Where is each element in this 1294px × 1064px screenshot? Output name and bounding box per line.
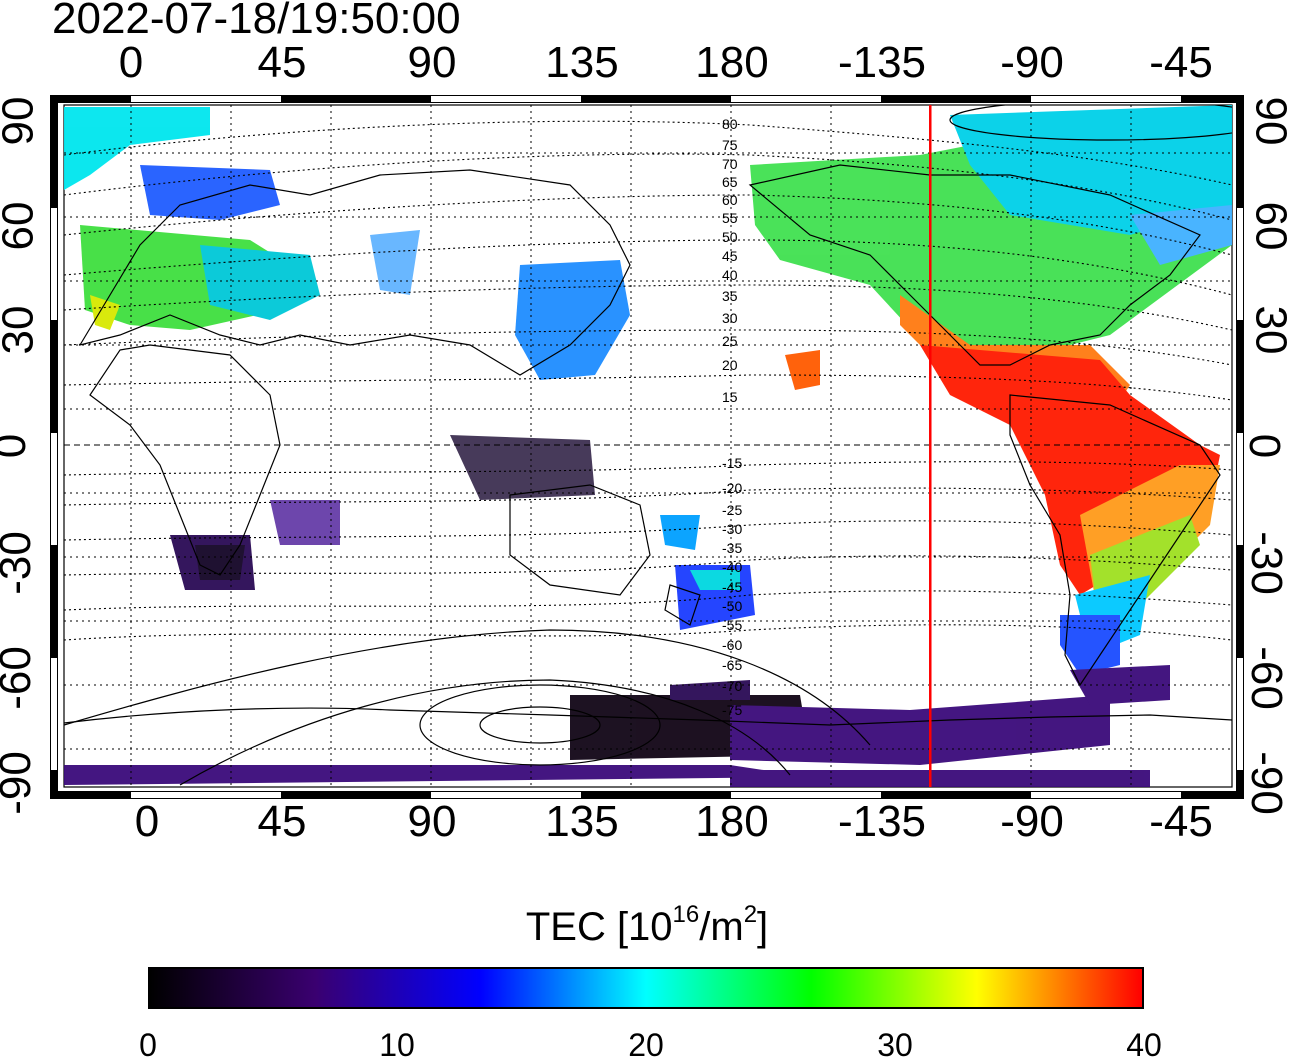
colorbar-tick: 10 <box>379 1027 415 1063</box>
contour-label: 55 <box>722 210 738 226</box>
left-lat-tick: -60 <box>0 646 40 710</box>
contour-label: 75 <box>722 137 738 153</box>
contour-label: 50 <box>722 229 738 245</box>
contour-label: -75 <box>722 702 742 718</box>
polar-contours <box>64 105 1232 786</box>
top-lon-tick: 45 <box>257 38 307 87</box>
left-lat-tick: -90 <box>0 751 40 815</box>
top-lon-tick: 0 <box>118 38 144 87</box>
contour-labels: 80 75 70 65 60 55 50 45 40 35 30 25 20 1… <box>722 116 742 718</box>
contour-label: -25 <box>722 502 742 518</box>
contour-label: -15 <box>722 455 742 471</box>
frame-tick-gaps <box>51 96 1243 798</box>
contour-label: 40 <box>722 267 738 283</box>
map-inner-border <box>63 104 1233 788</box>
magnetic-contours <box>64 120 1232 641</box>
top-lon-tick: -135 <box>837 38 927 87</box>
left-lat-tick: 0 <box>0 434 36 458</box>
colorbar-tick: 20 <box>628 1027 664 1063</box>
top-lon-tick: -45 <box>1149 38 1213 87</box>
bottom-lon-tick: 135 <box>545 797 619 846</box>
coastlines <box>64 164 1232 726</box>
colorbar <box>148 967 1144 1009</box>
left-lat-tick: 60 <box>0 201 43 251</box>
top-lon-tick: 180 <box>695 38 769 87</box>
bottom-lon-tick: 0 <box>134 797 160 846</box>
bottom-lon-tick: 90 <box>407 797 457 846</box>
contour-label: -45 <box>722 579 742 595</box>
bottom-lon-tick: -135 <box>837 797 927 846</box>
contour-label: -65 <box>722 657 742 673</box>
left-lat-tick: -30 <box>0 531 40 595</box>
contour-label: -50 <box>722 598 742 614</box>
right-lat-tick: -30 <box>1241 531 1291 595</box>
colorbar-tick: 30 <box>877 1027 913 1063</box>
contour-label: -30 <box>722 521 742 537</box>
contour-label: 35 <box>722 288 738 304</box>
bottom-lon-tick: -45 <box>1149 797 1213 846</box>
top-lon-tick: 90 <box>407 38 457 87</box>
bottom-lon-tick: -90 <box>1000 797 1064 846</box>
contour-label: 80 <box>722 116 738 132</box>
top-lon-tick: -90 <box>1000 38 1064 87</box>
contour-label: -60 <box>722 637 742 653</box>
right-lat-tick: 30 <box>1246 305 1294 355</box>
colorbar-tick: 40 <box>1126 1027 1162 1063</box>
contour-label: 60 <box>722 192 738 208</box>
timestamp-title: 2022-07-18/19:50:00 <box>52 0 461 43</box>
contour-label: 25 <box>722 333 738 349</box>
colorbar-tick: 0 <box>139 1027 157 1063</box>
right-lat-tick: -90 <box>1241 751 1291 815</box>
left-lat-tick: 30 <box>0 305 43 355</box>
contour-label: -55 <box>722 617 742 633</box>
right-lat-tick: -60 <box>1241 646 1291 710</box>
tec-map: 80 75 70 65 60 55 50 45 40 35 30 25 20 1… <box>50 95 1244 799</box>
colorbar-title: TEC [1016/m2] <box>525 901 769 950</box>
contour-label: 70 <box>722 156 738 172</box>
contour-label: 30 <box>722 310 738 326</box>
right-lat-tick: 0 <box>1240 433 1290 459</box>
bottom-lon-tick: 45 <box>257 797 307 846</box>
contour-label: 65 <box>722 174 738 190</box>
left-lat-tick: 90 <box>0 96 43 146</box>
contour-label: -40 <box>722 559 742 575</box>
bottom-lon-tick: 180 <box>695 797 769 846</box>
contour-label: -35 <box>722 540 742 556</box>
contour-label: -70 <box>722 678 742 694</box>
contour-label: 20 <box>722 357 738 373</box>
contour-label: 45 <box>722 248 738 264</box>
right-lat-tick: 60 <box>1246 201 1294 251</box>
contour-label: 15 <box>722 389 738 405</box>
top-lon-tick: 135 <box>545 38 619 87</box>
contour-label: -20 <box>722 480 742 496</box>
right-lat-tick: 90 <box>1246 96 1294 146</box>
